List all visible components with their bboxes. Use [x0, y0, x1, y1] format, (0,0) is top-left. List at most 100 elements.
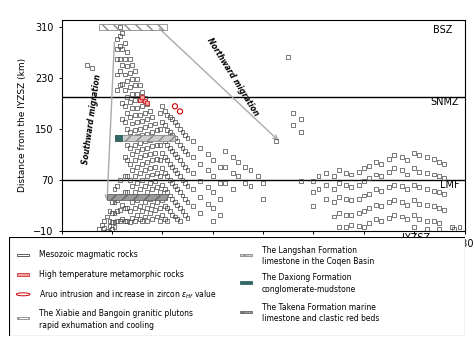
Point — [108, 220, 116, 225]
Point — [171, 120, 179, 125]
Text: Aruo intrusion and increase in zircon $\varepsilon_{Hf}$ value: Aruo intrusion and increase in zircon $\… — [39, 288, 217, 301]
Point — [217, 212, 224, 217]
Point — [136, 140, 144, 145]
Point — [403, 158, 410, 163]
Text: conglomerate-mudstone: conglomerate-mudstone — [262, 285, 356, 294]
Point — [297, 116, 305, 122]
Point — [144, 205, 151, 211]
Point — [373, 216, 380, 222]
Point — [423, 226, 430, 232]
Point — [373, 159, 380, 164]
Point — [146, 152, 154, 157]
Point — [121, 120, 128, 125]
Point — [184, 215, 191, 220]
Point — [390, 165, 398, 171]
Text: LMF: LMF — [440, 180, 459, 190]
Point — [173, 155, 181, 160]
Point — [169, 116, 176, 122]
Point — [440, 207, 448, 213]
Point — [116, 218, 123, 224]
Point — [113, 37, 121, 42]
Point — [128, 91, 136, 96]
Point — [330, 186, 337, 192]
Point — [355, 196, 363, 201]
Point — [184, 136, 191, 141]
Point — [136, 216, 144, 222]
Point — [136, 186, 144, 192]
Point — [166, 193, 173, 198]
Point — [138, 118, 146, 124]
Point — [133, 164, 141, 170]
Point — [290, 110, 297, 115]
Point — [360, 209, 367, 214]
Point — [116, 177, 123, 182]
Point — [148, 158, 156, 163]
Point — [123, 174, 131, 179]
Point — [118, 62, 126, 68]
Point — [138, 132, 146, 138]
Point — [133, 76, 141, 82]
Point — [196, 178, 204, 183]
Point — [410, 197, 418, 203]
Point — [246, 167, 254, 173]
Point — [179, 145, 186, 151]
Point — [118, 202, 126, 208]
Point — [131, 83, 138, 88]
Point — [136, 112, 144, 117]
Point — [181, 148, 189, 154]
Point — [133, 120, 141, 125]
Point — [126, 99, 133, 104]
Point — [355, 210, 363, 215]
Point — [128, 136, 136, 141]
Point — [403, 216, 410, 222]
Bar — [115, 135, 175, 141]
Point — [111, 199, 118, 204]
Point — [166, 115, 173, 120]
Point — [116, 34, 123, 39]
Point — [171, 183, 179, 188]
Point — [131, 205, 138, 211]
Point — [322, 196, 330, 201]
Text: Northward migration: Northward migration — [205, 36, 261, 117]
Point — [166, 145, 173, 151]
Text: Southward migration: Southward migration — [81, 73, 103, 165]
Point — [146, 196, 154, 201]
Point — [229, 186, 237, 192]
Point — [398, 214, 405, 219]
Point — [106, 223, 113, 229]
Point — [330, 214, 337, 219]
Point — [209, 218, 217, 224]
Point — [133, 105, 141, 111]
Point — [342, 196, 350, 201]
Point — [121, 40, 128, 45]
Point — [151, 121, 159, 126]
Point — [164, 127, 171, 133]
Point — [430, 204, 438, 209]
Point — [246, 183, 254, 188]
Point — [126, 84, 133, 90]
Point — [123, 142, 131, 147]
Point — [398, 167, 405, 173]
Point — [96, 226, 103, 232]
Point — [138, 94, 146, 99]
Point — [83, 62, 91, 68]
Point — [259, 196, 267, 201]
Point — [116, 56, 123, 61]
Point — [403, 202, 410, 208]
Point — [136, 97, 144, 103]
Point — [128, 199, 136, 204]
Point — [138, 193, 146, 198]
Point — [189, 155, 196, 160]
Point — [98, 223, 106, 228]
Point — [410, 212, 418, 217]
Point — [118, 216, 126, 222]
Point — [176, 174, 184, 179]
Point — [242, 180, 249, 185]
Point — [189, 204, 196, 209]
Point — [204, 201, 211, 206]
Point — [181, 164, 189, 170]
Point — [423, 155, 430, 160]
Point — [161, 204, 169, 209]
Point — [138, 146, 146, 152]
Bar — [18, 317, 29, 319]
